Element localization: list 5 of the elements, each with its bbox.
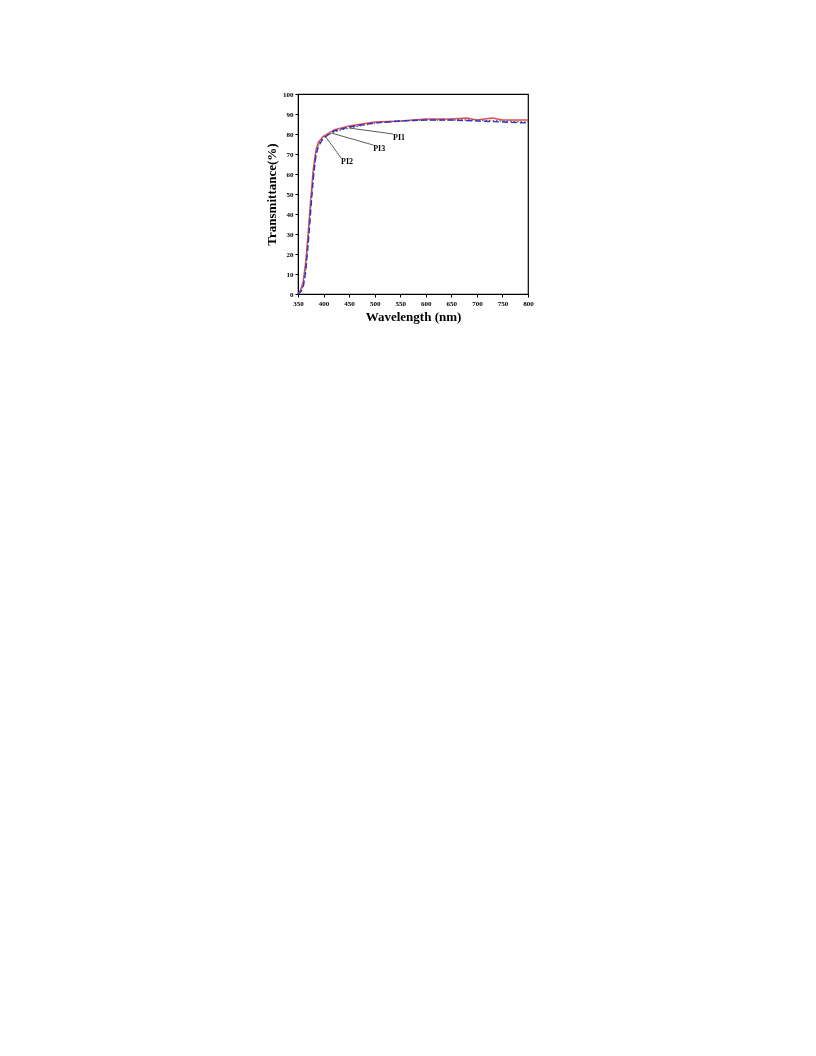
annotation: PI2 [341,157,354,166]
x-axis-title: Wavelength (nm) [365,308,462,324]
y-axis-title: Transmittance(%) [264,143,279,246]
annotation: PI1 [393,133,406,142]
annotation: PI3 [373,144,386,153]
